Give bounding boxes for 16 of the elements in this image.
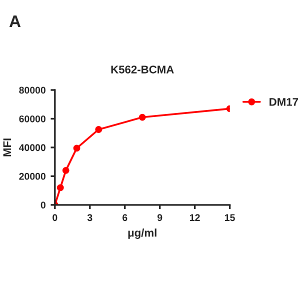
x-tick-label: 6 xyxy=(122,214,128,222)
x-tick-label: 9 xyxy=(157,214,162,222)
y-tick-label: 80000 xyxy=(19,86,46,94)
chart-title: K562-BCMA xyxy=(111,66,174,74)
x-tick-label: 0 xyxy=(52,214,58,222)
y-tick-label: 60000 xyxy=(19,115,46,122)
x-axis-title: μg/ml xyxy=(128,228,156,239)
x-tick-label: 15 xyxy=(225,214,235,222)
legend-label: DM17 xyxy=(270,98,298,106)
y-tick-label: 40000 xyxy=(18,144,46,152)
y-tick-label: 0 xyxy=(40,202,46,209)
x-tick-label: 12 xyxy=(190,214,200,221)
text: A xyxy=(9,16,21,27)
y-tick-label: 20000 xyxy=(19,172,46,180)
y-axis-title: MFI xyxy=(3,138,11,156)
x-tick-label: 3 xyxy=(87,214,92,222)
